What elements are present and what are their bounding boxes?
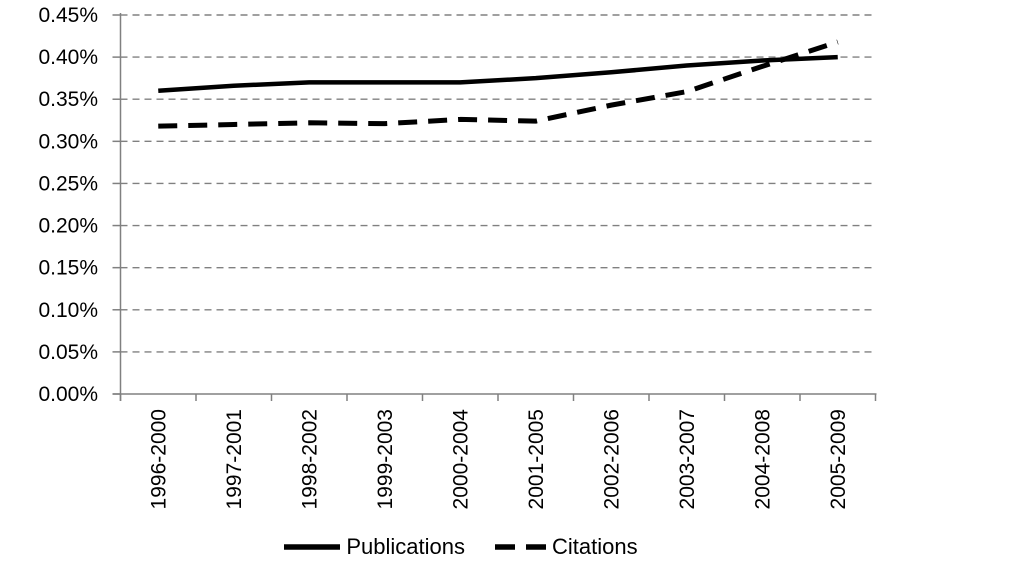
x-tick-label: 2005-2009 — [827, 409, 850, 509]
x-tick-label: 2000-2004 — [449, 409, 472, 510]
y-tick-label: 0.40% — [38, 46, 98, 69]
y-tick-label: 0.30% — [38, 130, 98, 153]
series-citations-line — [158, 39, 839, 129]
y-tick-label: 0.00% — [38, 383, 98, 406]
x-tick-label: 2002-2006 — [600, 409, 623, 509]
x-tick-label: 2003-2007 — [676, 409, 699, 509]
y-tick-label: 0.05% — [38, 341, 98, 364]
legend-item-publications: Publications — [284, 534, 465, 560]
legend-label-publications: Publications — [346, 534, 466, 559]
citations-line-sample — [495, 544, 547, 550]
publications-line-sample — [284, 544, 341, 550]
y-tick-label: 0.20% — [38, 215, 98, 238]
y-tick-label: 0.15% — [38, 257, 98, 280]
chart-legend: Publications Citations — [0, 534, 972, 560]
x-tick-label: 2004-2008 — [751, 409, 774, 509]
x-tick-label: 1998-2002 — [298, 409, 321, 509]
y-tick-label: 0.25% — [38, 172, 98, 195]
y-tick-label: 0.10% — [38, 299, 98, 322]
x-tick-label: 1996-2000 — [147, 409, 170, 509]
x-tick-label: 1997-2001 — [223, 409, 246, 509]
series-publications-line — [158, 54, 838, 94]
legend-label-citations: Citations — [552, 534, 638, 559]
x-tick-label: 2001-2005 — [525, 409, 548, 509]
legend-item-citations: Citations — [495, 534, 638, 560]
y-tick-label: 0.35% — [38, 88, 98, 111]
y-tick-label: 0.45% — [38, 4, 98, 27]
x-tick-label: 1999-2003 — [374, 409, 397, 509]
